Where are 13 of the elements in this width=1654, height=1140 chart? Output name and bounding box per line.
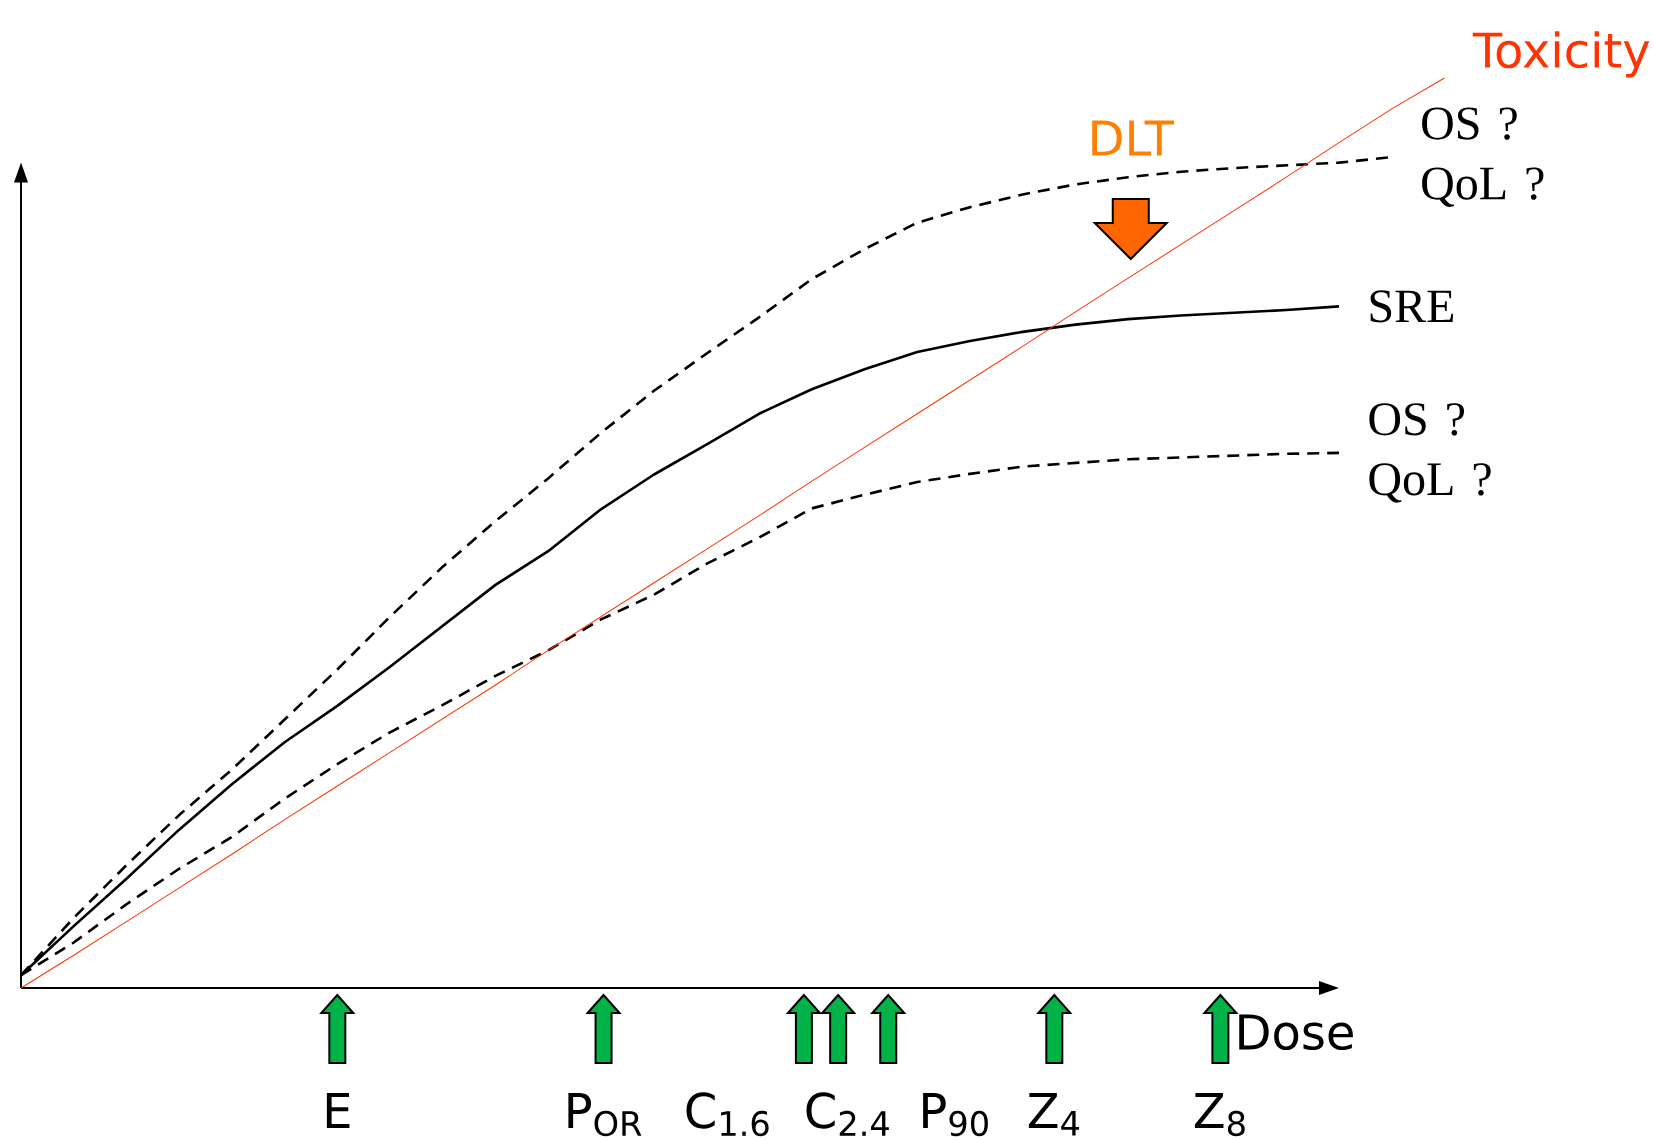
text: Z$_{4}$ <box>1028 1093 1080 1136</box>
text: P$_{OR}$ <box>568 1093 642 1137</box>
series-label: Toxicity <box>1472 31 1650 78</box>
text: P$_{90}$ <box>923 1093 988 1137</box>
x-axis-title: Dose <box>1239 1014 1353 1051</box>
annotation: DLT <box>1092 120 1175 156</box>
text: C$_{1.6}$ <box>686 1092 769 1137</box>
text: Z$_{8}$ <box>1194 1093 1245 1137</box>
series-label: SRE <box>1370 290 1454 323</box>
text: E <box>326 1093 350 1128</box>
text: C$_{2.4}$ <box>806 1092 889 1136</box>
series-label: OS ? QoL ? <box>1369 403 1491 503</box>
series-label: OS ? QoL ? <box>1422 107 1544 207</box>
